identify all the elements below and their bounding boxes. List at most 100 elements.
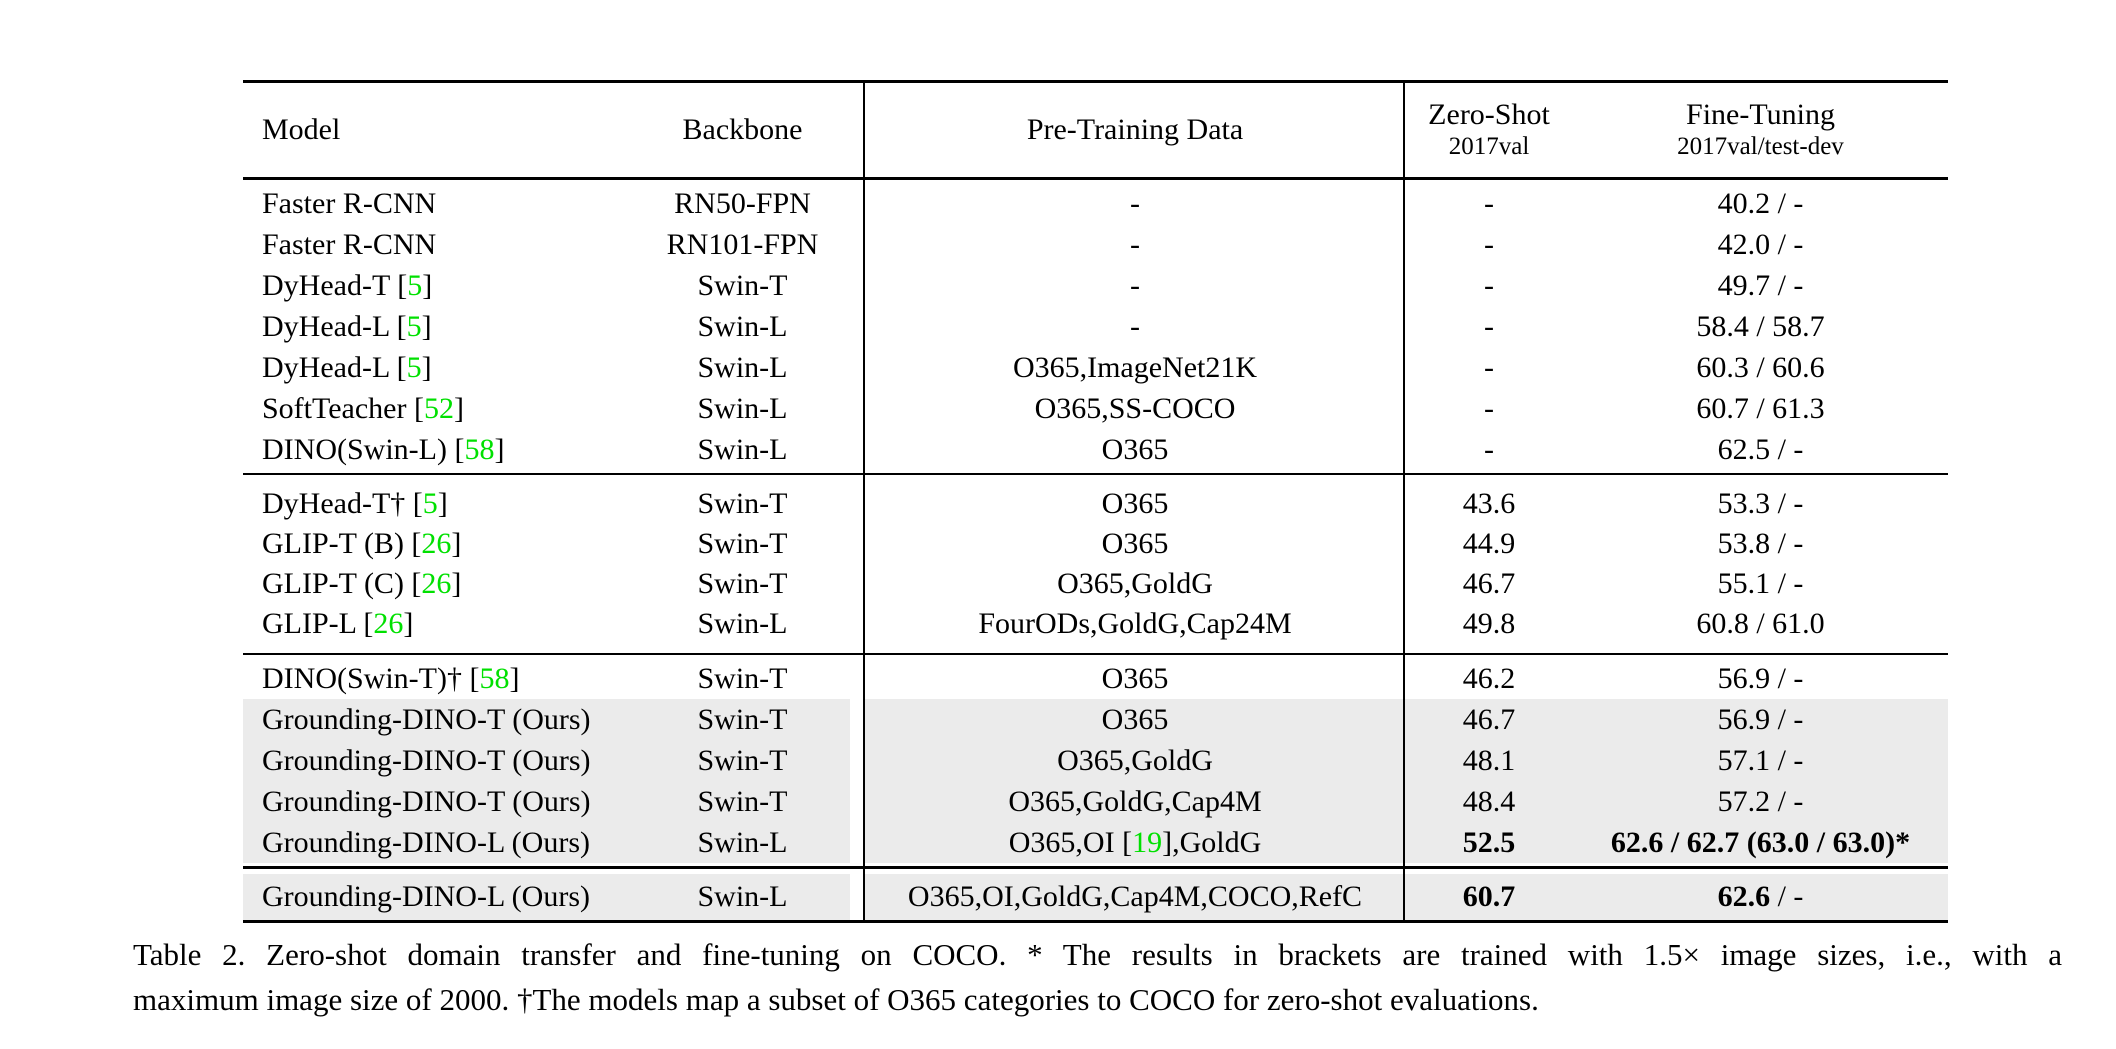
cell-text: 58.4 / 58.7 [1696, 309, 1825, 343]
cell-text: SoftTeacher [ [262, 391, 424, 425]
cell-text: 62.6 / 62.7 (63.0 / 63.0)* [1610, 825, 1911, 859]
cell-text: Grounding-DINO-L (Ours) [262, 880, 590, 913]
cell-text: O365,ImageNet21K [1012, 350, 1258, 384]
table-section: Grounding-DINO-L (Ours) Swin-L O365,OI,Gol… [243, 874, 1948, 920]
cell-finetune: 53.3 / - [1573, 487, 1948, 521]
cell-text: - [1484, 268, 1494, 302]
table-row: Grounding-DINO-L (Ours) Swin-L O365,OI,Gol… [243, 874, 1948, 920]
cell-backbone: Swin-T [620, 269, 865, 303]
cell-text: ] [403, 607, 414, 640]
cell-text: DyHead-T† [ [262, 487, 423, 520]
cell-zeroshot: 49.8 [1405, 607, 1573, 641]
cell-pretrain: O365,ImageNet21K [865, 351, 1405, 385]
cell-model: Grounding-DINO-T (Ours) [243, 703, 620, 737]
cell-model: DyHead-T [5] [243, 269, 620, 303]
cell-text: FourODs,GoldG,Cap24M [978, 607, 1292, 640]
cell-text: 46.7 [1462, 702, 1516, 736]
cell-text: RN50-FPN [674, 186, 811, 220]
table-row: Grounding-DINO-T (Ours) Swin-T O365 46.7 56.… [243, 699, 1948, 740]
table-row: Grounding-DINO-L (Ours) Swin-L O365,OI [19… [243, 822, 1948, 863]
citation-ref: 5 [406, 309, 422, 343]
cell-zeroshot: - [1405, 351, 1573, 385]
table-caption: Table 2. Zero-shot domain transfer and f… [133, 932, 2062, 1022]
caption-line-1: Table 2. Zero-shot domain transfer and f… [133, 937, 2062, 972]
header-pretrain: Pre-Training Data [1026, 113, 1244, 146]
cell-text: 48.4 [1462, 784, 1516, 818]
citation-ref: 26 [373, 607, 404, 640]
cell-pretrain: - [865, 228, 1405, 262]
cell-model: GLIP-T (B) [26] [243, 527, 620, 561]
column-rule-pretrain-zeroshot [1403, 83, 1405, 920]
citation-ref: 26 [421, 567, 452, 600]
cell-backbone: Swin-T [620, 487, 865, 521]
cell-pretrain: O365,GoldG,Cap4M [865, 785, 1405, 819]
cell-model: DyHead-L [5] [243, 310, 620, 344]
cell-text: 52.5 [1462, 825, 1516, 859]
citation-ref: 5 [407, 268, 423, 302]
header-zeroshot-subtitle: 2017val [1448, 132, 1530, 160]
cell-text: 53.3 / - [1717, 487, 1804, 520]
cell-zeroshot: 48.1 [1405, 744, 1573, 778]
cell-text: 60.8 / 61.0 [1696, 607, 1825, 640]
cell-finetune: 62.6 / 62.7 (63.0 / 63.0)* [1573, 826, 1948, 860]
cell-backbone: Swin-T [620, 527, 865, 561]
cell-text: Grounding-DINO-T (Ours) [262, 702, 591, 736]
cell-backbone: Swin-L [620, 310, 865, 344]
table-row: Grounding-DINO-T (Ours) Swin-T O365,GoldG 4… [243, 740, 1948, 781]
cell-finetune: 49.7 / - [1573, 269, 1948, 303]
citation-ref: 52 [423, 391, 454, 425]
cell-model: Grounding-DINO-L (Ours) [243, 826, 620, 860]
cell-text: Swin-L [697, 607, 788, 640]
cell-text: 57.2 / - [1717, 784, 1804, 818]
cell-text: Swin-L [697, 825, 788, 859]
cell-text: 49.7 / - [1717, 268, 1804, 302]
cell-text: O365,GoldG [1057, 743, 1213, 777]
cell-text: ] [453, 391, 464, 425]
caption-line-2: maximum image size of 2000. †The models … [133, 982, 1539, 1017]
cell-text: - [1130, 227, 1140, 261]
cell-text: 46.2 [1462, 661, 1516, 695]
cell-zeroshot: 44.9 [1405, 527, 1573, 561]
cell-finetune: 60.8 / 61.0 [1573, 607, 1948, 641]
cell-text: 55.1 / - [1717, 567, 1804, 600]
header-model: Model [262, 113, 341, 146]
citation-ref: 5 [406, 350, 422, 384]
cell-text: Swin-T [697, 661, 788, 695]
cell-text: 56.9 / - [1717, 661, 1804, 695]
cell-finetune: 62.6 / - [1573, 880, 1948, 914]
cell-text: DyHead-L [ [262, 350, 407, 384]
cell-text: ] [437, 487, 448, 520]
cell-pretrain: O365 [865, 527, 1405, 561]
cell-pretrain: O365,OI,GoldG,Cap4M,COCO,RefC [865, 880, 1405, 914]
cell-model: Grounding-DINO-L (Ours) [243, 880, 620, 914]
cell-model: Faster R-CNN [243, 228, 620, 262]
cell-text: Swin-T [697, 784, 788, 818]
cell-zeroshot: 43.6 [1405, 487, 1573, 521]
cell-pretrain: - [865, 310, 1405, 344]
cell-text: 57.1 / - [1717, 743, 1804, 777]
cell-text: O365 [1101, 527, 1169, 560]
cell-finetune: 58.4 / 58.7 [1573, 310, 1948, 344]
cell-text: O365 [1101, 702, 1169, 736]
cell-zeroshot: - [1405, 392, 1573, 426]
cell-text: Swin-T [697, 268, 788, 302]
cell-text: O365,OI [ [1008, 825, 1133, 859]
table-row: DyHead-T [5] Swin-T - - 49.7 / - [243, 265, 1948, 306]
table-row: Faster R-CNN RN50-FPN - - 40.2 / - [243, 183, 1948, 224]
cell-finetune: 57.2 / - [1573, 785, 1948, 819]
table-row: GLIP-L [26] Swin-L FourODs,GoldG,Cap24M 49.… [243, 604, 1948, 644]
cell-text: 49.8 [1462, 607, 1516, 640]
cell-pretrain: O365,OI [19],GoldG [865, 826, 1405, 860]
table-row: GLIP-T (B) [26] Swin-T O365 44.9 53.8 / - [243, 524, 1948, 564]
cell-zeroshot: 52.5 [1405, 826, 1573, 860]
cell-text: Swin-L [697, 309, 788, 343]
cell-backbone: Swin-L [620, 392, 865, 426]
citation-ref: 26 [421, 527, 452, 560]
cell-text: Swin-T [697, 487, 788, 520]
cell-pretrain: O365 [865, 703, 1405, 737]
cell-text: DINO(Swin-L) [ [262, 432, 465, 466]
cell-zeroshot: - [1405, 433, 1573, 467]
table-section: DyHead-T† [5] Swin-T O365 43.6 53.3 / - GLIP-… [243, 475, 1948, 655]
cell-finetune: 60.7 / 61.3 [1573, 392, 1948, 426]
header-zeroshot: Zero-Shot 2017val [1405, 98, 1573, 161]
